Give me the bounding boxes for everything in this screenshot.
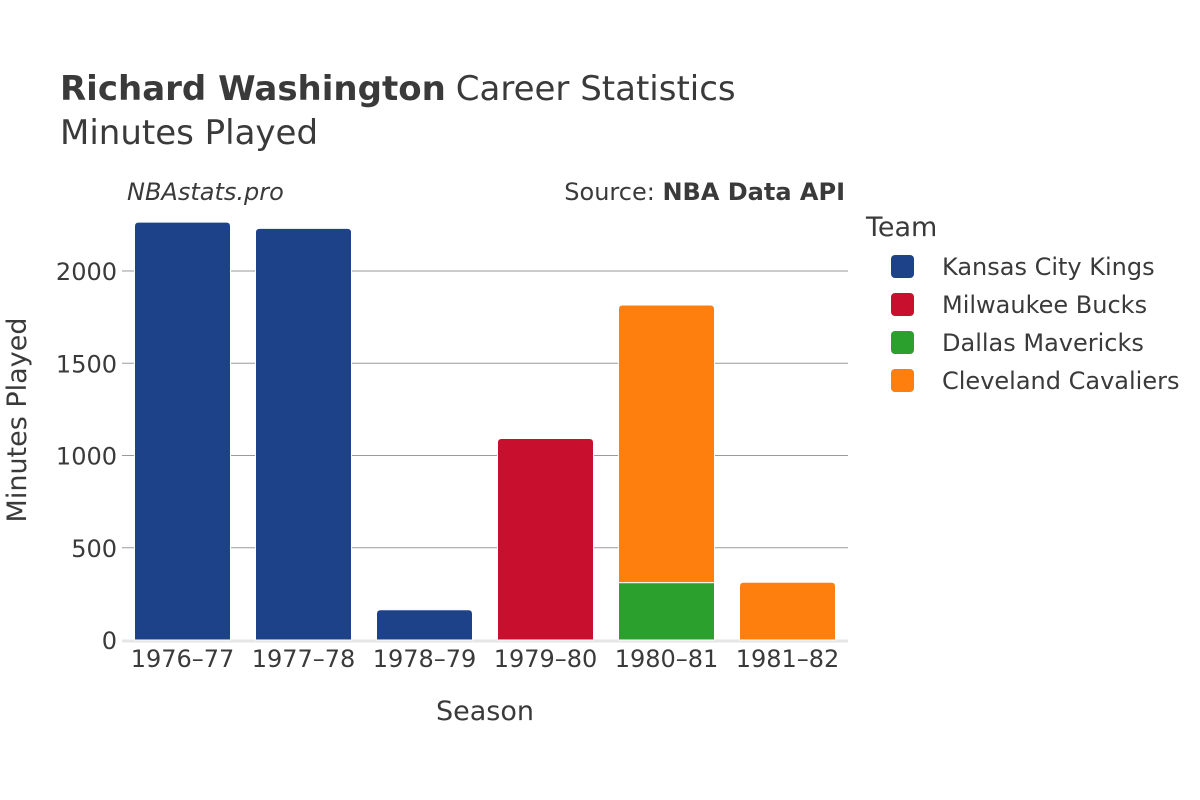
- bars: [134, 221, 836, 641]
- bar-cleveland-cavaliers-1980–81: [618, 304, 715, 584]
- bar-cleveland-cavaliers-1981–82: [739, 581, 836, 641]
- x-tick-label: 1979–80: [494, 645, 598, 673]
- chart-title-bold: Richard Washington: [60, 69, 446, 109]
- chart-subtitle: Minutes Played: [60, 113, 318, 153]
- legend-swatch: [891, 293, 914, 316]
- bar-dallas-mavericks-1980–81: [618, 582, 715, 641]
- legend: Kansas City Kings Milwaukee Bucks Dallas M…: [891, 253, 1179, 395]
- x-tick-label: 1980–81: [615, 645, 719, 673]
- legend-swatch: [891, 331, 914, 354]
- source-label: Source: NBA Data API: [564, 178, 845, 206]
- x-tick-label: 1978–79: [373, 645, 477, 673]
- x-tick-label: 1977–78: [252, 645, 356, 673]
- x-tick-labels: 1976–77 1977–78 1978–79 1979–80 1980–81 1981–…: [131, 645, 840, 673]
- y-axis-label: Minutes Played: [2, 318, 33, 523]
- bar-kansas-city-kings-1978–79: [376, 609, 473, 641]
- y-tick-label: 0: [102, 627, 117, 655]
- y-tick-label: 1000: [56, 443, 117, 471]
- legend-label: Milwaukee Bucks: [942, 291, 1147, 319]
- legend-label: Cleveland Cavaliers: [942, 367, 1179, 395]
- y-tick-label: 1500: [56, 350, 117, 378]
- grid-lines: [122, 270, 848, 643]
- source-prefix: Source:: [564, 178, 662, 206]
- legend-title: Team: [865, 212, 937, 243]
- y-tick-label: 500: [71, 535, 117, 563]
- source-name: NBA Data API: [662, 178, 845, 206]
- x-tick-label: 1976–77: [131, 645, 235, 673]
- bar-kansas-city-kings-1977–78: [255, 227, 352, 641]
- watermark: NBAstats.pro: [127, 178, 284, 206]
- x-tick-label: 1981–82: [736, 645, 840, 673]
- chart-title: Richard Washington Career Statistics: [60, 69, 736, 109]
- legend-label: Kansas City Kings: [942, 253, 1155, 281]
- bar-milwaukee-bucks-1979–80: [497, 438, 594, 641]
- y-tick-labels: 0 500 1000 1500 2000: [56, 258, 117, 655]
- y-tick-label: 2000: [56, 258, 117, 286]
- bar-kansas-city-kings-1976–77: [134, 221, 231, 641]
- legend-swatch: [891, 255, 914, 278]
- legend-label: Dallas Mavericks: [942, 329, 1144, 357]
- legend-swatch: [891, 369, 914, 392]
- chart-title-rest: Career Statistics: [456, 69, 736, 109]
- x-axis-label: Season: [436, 696, 534, 727]
